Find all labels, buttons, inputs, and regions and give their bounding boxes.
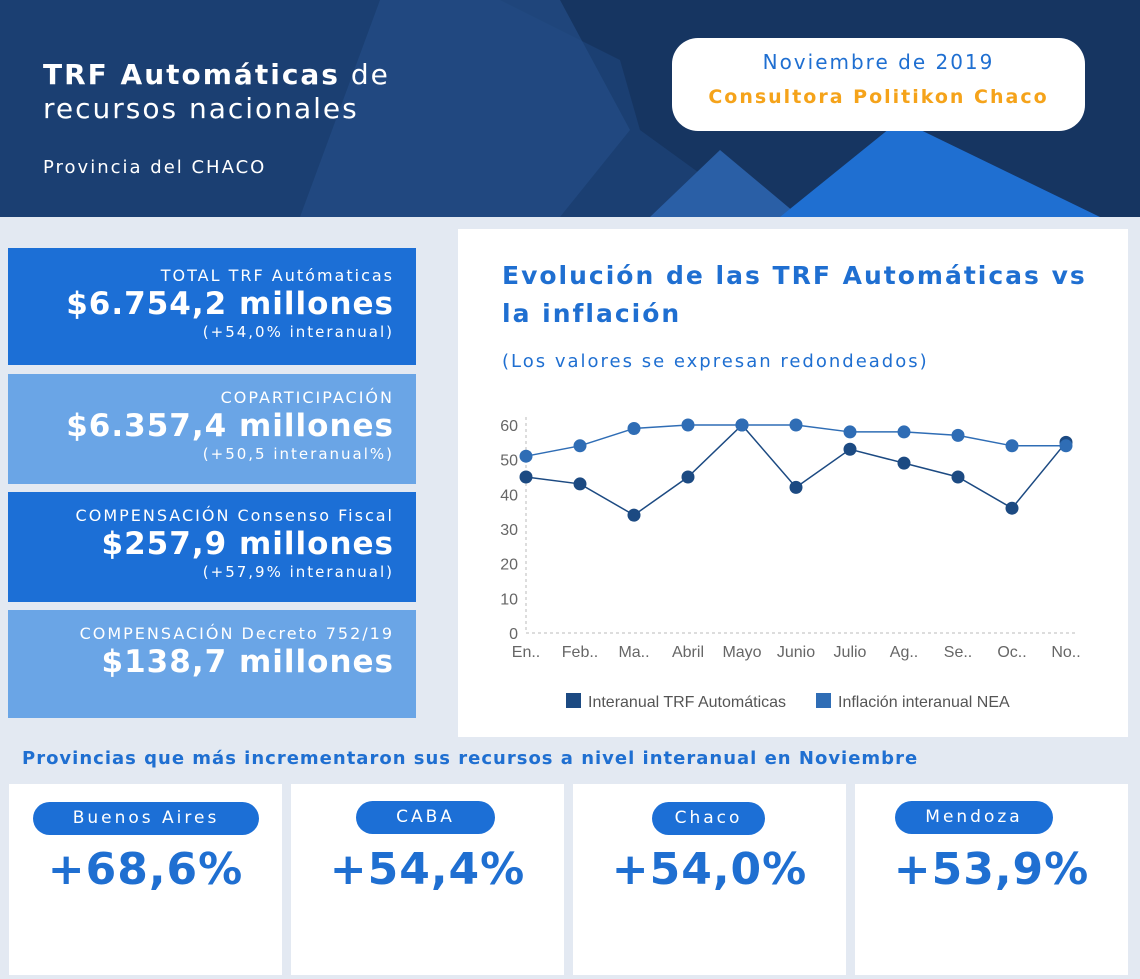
card-decreto: COMPENSACIÓN Decreto 752/19 $138,7 millo…	[8, 610, 416, 718]
data-point	[1005, 501, 1019, 515]
y-tick-label: 60	[500, 418, 518, 435]
data-point	[843, 425, 857, 439]
y-tick-label: 20	[500, 557, 518, 574]
data-point	[681, 470, 695, 484]
x-tick-label: En..	[512, 644, 540, 661]
chart-subtitle: (Los valores se expresan redondeados)	[502, 351, 929, 372]
province-card: Mendoza +53,9%	[855, 784, 1128, 975]
report-title: TRF Automáticas de recursos nacionales	[43, 58, 390, 125]
x-tick-label: Ma..	[618, 644, 649, 661]
data-point	[573, 477, 587, 491]
y-tick-label: 0	[509, 626, 518, 643]
line-chart: 0 10 20 30 40 50 60 En.. Feb.. Ma.. Abril Mayo Junio…	[500, 417, 1081, 711]
card-label: TOTAL TRF Autómaticas	[160, 266, 394, 285]
data-point	[681, 418, 695, 432]
x-tick-label: Ag..	[890, 644, 918, 661]
data-point	[627, 421, 641, 435]
card-label: COMPENSACIÓN Decreto 752/19	[79, 624, 394, 643]
province-value: +54,0%	[611, 844, 808, 895]
series-line	[525, 423, 1067, 517]
data-point	[951, 428, 965, 442]
province-card: Chaco +54,0%	[573, 784, 846, 975]
report-date: Noviembre de 2019	[762, 50, 995, 74]
x-tick-label: Junio	[777, 644, 815, 661]
province-card: CABA +54,4%	[291, 784, 564, 975]
legend-label: Interanual TRF Automáticas	[588, 694, 786, 711]
card-percent: (+50,5 interanual%)	[202, 445, 394, 463]
data-point	[951, 470, 965, 484]
y-tick-label: 50	[500, 453, 518, 470]
card-percent: (+54,0% interanual)	[202, 323, 394, 341]
province-value: +54,4%	[329, 844, 526, 895]
card-value: $6.357,4 millones	[66, 408, 394, 444]
date-org-badge: Noviembre de 2019 Consultora Politikon C…	[672, 38, 1085, 131]
x-tick-label: Oc..	[997, 644, 1026, 661]
card-consenso-fiscal: COMPENSACIÓN Consenso Fiscal $257,9 mill…	[8, 492, 416, 602]
card-value: $138,7 millones	[101, 644, 394, 680]
legend-swatch	[566, 693, 581, 708]
data-point	[789, 480, 803, 494]
province-value: +53,9%	[893, 844, 1090, 895]
card-total: TOTAL TRF Autómaticas $6.754,2 millones …	[8, 248, 416, 365]
x-tick-label: No..	[1051, 644, 1080, 661]
data-point	[789, 418, 803, 432]
chart-title: Evolución de las TRF Automáticas vs la i…	[502, 261, 1087, 328]
data-point	[519, 470, 533, 484]
data-point	[897, 456, 911, 470]
y-tick-label: 30	[500, 522, 518, 539]
card-value: $6.754,2 millones	[66, 286, 394, 322]
data-point	[573, 439, 587, 453]
province-name-tag: Mendoza	[895, 801, 1053, 834]
card-percent: (+57,9% interanual)	[202, 563, 394, 581]
organization-name: Consultora Politikon Chaco	[708, 86, 1049, 108]
data-point	[735, 418, 749, 432]
x-tick-label: Mayo	[722, 644, 761, 661]
province-card: Buenos Aires +68,6%	[9, 784, 282, 975]
card-label: COPARTICIPACIÓN	[220, 388, 394, 407]
provinces-title: Provincias que más incrementaron sus rec…	[22, 748, 919, 769]
chart-panel: Evolución de las TRF Automáticas vs la i…	[458, 229, 1128, 737]
x-tick-label: Se..	[944, 644, 972, 661]
data-point	[627, 508, 641, 522]
card-label: COMPENSACIÓN Consenso Fiscal	[75, 506, 394, 525]
card-value: $257,9 millones	[101, 526, 394, 562]
province-name-tag: Buenos Aires	[33, 802, 259, 835]
data-point	[1005, 439, 1019, 453]
y-tick-label: 10	[500, 591, 518, 608]
legend-swatch	[816, 693, 831, 708]
data-point	[897, 425, 911, 439]
x-tick-label: Abril	[672, 644, 704, 661]
province-name-tag: CABA	[356, 801, 495, 834]
data-point	[843, 442, 857, 456]
province-subtitle: Provincia del CHACO	[43, 157, 267, 178]
card-coparticipacion: COPARTICIPACIÓN $6.357,4 millones (+50,5…	[8, 374, 416, 484]
province-value: +68,6%	[47, 844, 244, 895]
data-point	[519, 449, 533, 463]
legend-label: Inflación interanual NEA	[838, 694, 1010, 711]
province-name-tag: Chaco	[652, 802, 765, 835]
data-point	[1059, 439, 1073, 453]
header-banner: TRF Automáticas de recursos nacionales P…	[0, 0, 1140, 217]
x-tick-label: Julio	[834, 644, 867, 661]
y-tick-label: 40	[500, 487, 518, 504]
x-tick-label: Feb..	[562, 644, 598, 661]
